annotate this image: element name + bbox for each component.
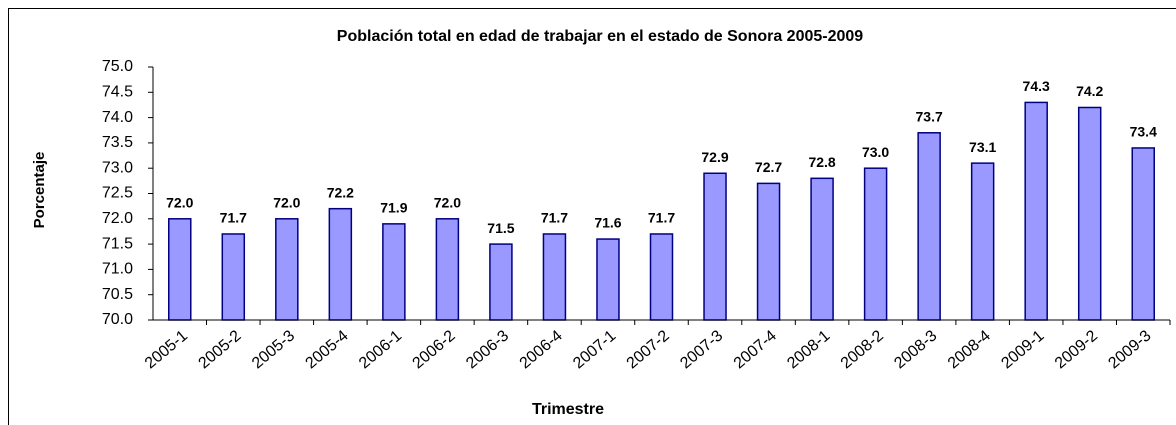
bar — [917, 132, 941, 321]
bar — [863, 167, 888, 321]
data-label: 71.7 — [220, 210, 247, 226]
y-axis-label: Porcentaje — [31, 152, 48, 229]
data-label: 73.0 — [862, 144, 889, 160]
bar — [703, 172, 727, 321]
bar — [489, 243, 513, 321]
data-label: 71.6 — [594, 215, 621, 231]
y-tick-label: 72.5 — [102, 185, 133, 202]
y-tick-label: 72.0 — [102, 210, 133, 227]
data-label: 72.8 — [808, 154, 835, 170]
y-tick-label: 73.0 — [102, 159, 133, 176]
y-tick-label: 75.0 — [102, 58, 133, 75]
data-label: 72.9 — [701, 149, 728, 165]
data-label: 71.7 — [541, 210, 568, 226]
data-label: 72.0 — [434, 195, 461, 211]
x-axis-label: Trimestre — [532, 401, 604, 418]
y-tick-label: 71.0 — [102, 261, 133, 278]
bar — [649, 233, 674, 321]
y-tick-label: 74.5 — [102, 84, 133, 101]
data-label: 73.4 — [1130, 124, 1157, 140]
bar — [810, 177, 834, 321]
data-label: 74.2 — [1076, 83, 1103, 99]
bar — [275, 218, 299, 321]
y-tick-label: 70.0 — [102, 311, 133, 328]
bar — [382, 223, 406, 321]
data-label: 71.7 — [648, 210, 675, 226]
data-label: 72.0 — [273, 195, 300, 211]
y-tick-label: 73.5 — [102, 134, 133, 151]
bar — [1077, 106, 1102, 321]
y-tick-label: 71.5 — [102, 235, 133, 252]
data-label: 74.3 — [1023, 78, 1050, 94]
bar — [596, 238, 620, 321]
bar — [756, 182, 781, 321]
data-label: 71.9 — [380, 200, 407, 216]
data-label: 72.0 — [166, 195, 193, 211]
data-label: 73.1 — [969, 139, 996, 155]
bar — [542, 233, 567, 321]
data-label: 71.5 — [487, 220, 514, 236]
bar — [970, 162, 995, 321]
bar — [221, 233, 246, 321]
data-label: 73.7 — [916, 108, 943, 124]
y-tick-label: 74.0 — [102, 109, 133, 126]
bar — [435, 218, 460, 321]
data-label: 72.7 — [755, 159, 782, 175]
chart-title: Población total en edad de trabajar en e… — [337, 28, 864, 45]
bar — [1024, 101, 1048, 321]
y-tick-label: 70.5 — [102, 286, 133, 303]
bar — [168, 218, 192, 321]
bar — [328, 207, 353, 321]
data-label: 72.2 — [327, 184, 354, 200]
bar — [1131, 147, 1155, 321]
